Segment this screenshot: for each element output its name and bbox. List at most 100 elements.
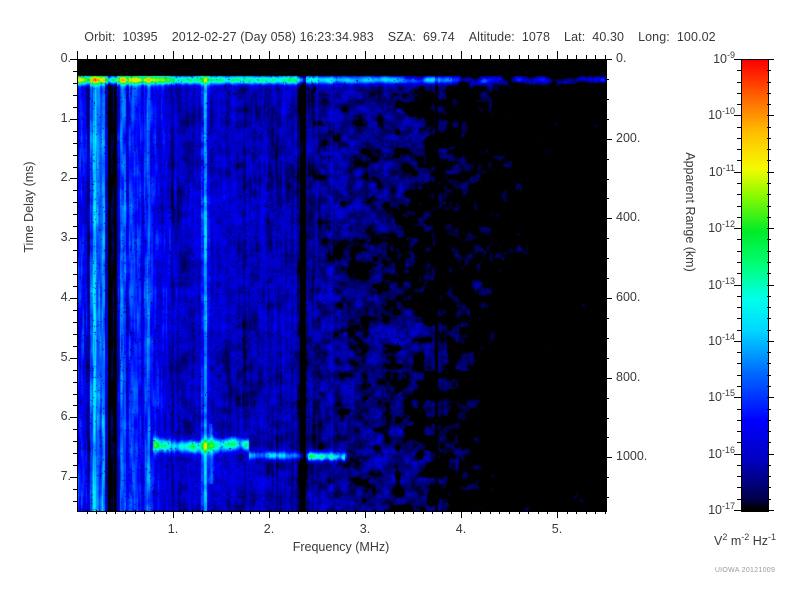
colorbar-major-tick-left xyxy=(734,172,741,173)
spectrogram-canvas xyxy=(78,60,606,511)
long-label: Long: xyxy=(638,30,670,44)
colorbar-minor-tick-left xyxy=(737,217,741,218)
colorbar-minor-tick-right xyxy=(767,431,771,432)
colorbar-minor-tick-right xyxy=(767,420,771,421)
x-top-tick xyxy=(384,55,385,59)
x-top-tick xyxy=(221,55,222,59)
colorbar-minor-tick-right xyxy=(767,363,771,364)
long-value: 100.02 xyxy=(676,30,716,44)
colorbar-units: V2 m-2 Hz-1 xyxy=(690,532,800,548)
unit-meters: m xyxy=(730,534,742,549)
x-top-tick xyxy=(106,55,107,59)
x-minor-tick xyxy=(336,510,337,514)
y-left-tick-label: 4. xyxy=(60,290,71,304)
x-top-tick xyxy=(336,55,337,59)
x-minor-tick xyxy=(183,510,184,514)
colorbar-minor-tick-right xyxy=(767,375,771,376)
x-top-tick xyxy=(471,55,472,59)
y-right-minor-tick xyxy=(605,79,609,80)
colorbar-label-mantissa: 10 xyxy=(713,52,727,67)
y-left-minor-tick xyxy=(73,143,77,144)
x-minor-tick xyxy=(96,510,97,514)
x-top-tick xyxy=(461,51,462,59)
x-major-tick xyxy=(365,510,366,518)
y-left-minor-tick xyxy=(73,202,77,203)
colorbar-minor-tick-right xyxy=(767,386,771,387)
sza-label: SZA: xyxy=(387,30,416,44)
x-minor-tick xyxy=(538,510,539,514)
y-right-minor-tick xyxy=(605,99,609,100)
x-minor-tick xyxy=(125,510,126,514)
y-left-minor-tick xyxy=(73,286,77,287)
y-left-minor-tick xyxy=(73,71,77,72)
y-left-major-tick xyxy=(70,417,77,418)
colorbar-minor-tick-right xyxy=(767,409,771,410)
x-major-tick xyxy=(461,510,462,518)
colorbar-minor-tick-right xyxy=(767,127,771,128)
y-right-minor-tick xyxy=(605,497,609,498)
x-top-tick xyxy=(163,55,164,59)
x-minor-tick xyxy=(240,510,241,514)
y-right-minor-tick xyxy=(605,159,609,160)
x-minor-tick xyxy=(471,510,472,514)
colorbar-minor-tick-left xyxy=(737,70,741,71)
colorbar-minor-tick-left xyxy=(737,318,741,319)
y-left-minor-tick xyxy=(73,370,77,371)
y-left-minor-tick xyxy=(73,394,77,395)
x-top-tick xyxy=(231,55,232,59)
x-minor-tick xyxy=(211,510,212,514)
colorbar-major-tick-right xyxy=(767,59,774,60)
x-top-tick xyxy=(432,55,433,59)
y-right-minor-tick xyxy=(605,278,609,279)
colorbar-tick-label: 10-16 xyxy=(689,445,735,461)
x-top-tick xyxy=(77,51,78,59)
x-top-tick xyxy=(499,55,500,59)
x-minor-tick xyxy=(298,510,299,514)
colorbar-minor-tick-left xyxy=(737,82,741,83)
y-left-minor-tick xyxy=(73,405,77,406)
colorbar-minor-tick-left xyxy=(737,93,741,94)
unit-volts-exponent: 2 xyxy=(722,532,728,542)
y-left-tick-label: 1. xyxy=(60,111,71,125)
credit-text: UIOWA 20121009 xyxy=(714,567,776,574)
lat-value: 40.30 xyxy=(592,30,625,44)
y-left-major-tick xyxy=(70,59,77,60)
x-minor-tick xyxy=(279,510,280,514)
x-tick-label: 1. xyxy=(167,522,179,536)
colorbar-minor-tick-left xyxy=(737,206,741,207)
x-top-tick xyxy=(519,55,520,59)
x-minor-tick xyxy=(87,510,88,514)
colorbar-minor-tick-left xyxy=(737,487,741,488)
y-right-minor-tick xyxy=(605,318,609,319)
x-top-tick xyxy=(279,55,280,59)
colorbar-minor-tick-left xyxy=(737,262,741,263)
y-left-minor-tick xyxy=(73,489,77,490)
colorbar-minor-tick-right xyxy=(767,318,771,319)
y-right-major-tick xyxy=(605,59,612,60)
colorbar-minor-tick-right xyxy=(767,138,771,139)
y-axis-title-right: Apparent Range (km) xyxy=(683,152,697,272)
x-top-tick xyxy=(375,55,376,59)
x-minor-tick xyxy=(423,510,424,514)
x-minor-tick xyxy=(595,510,596,514)
x-top-tick xyxy=(355,55,356,59)
y-left-major-tick xyxy=(70,238,77,239)
colorbar-minor-tick-right xyxy=(767,465,771,466)
colorbar-minor-tick-right xyxy=(767,194,771,195)
x-minor-tick xyxy=(288,510,289,514)
y-left-minor-tick xyxy=(73,190,77,191)
x-top-tick xyxy=(288,55,289,59)
x-top-tick xyxy=(307,55,308,59)
colorbar-major-tick-right xyxy=(767,285,774,286)
x-minor-tick xyxy=(432,510,433,514)
y-left-minor-tick xyxy=(73,453,77,454)
y-left-tick-label: 5. xyxy=(60,350,71,364)
x-minor-tick xyxy=(394,510,395,514)
x-minor-tick xyxy=(375,510,376,514)
colorbar-tick-label: 10-17 xyxy=(689,501,735,517)
colorbar-major-tick-left xyxy=(734,59,741,60)
colorbar-minor-tick-right xyxy=(767,352,771,353)
colorbar-minor-tick-left xyxy=(737,138,741,139)
x-minor-tick xyxy=(519,510,520,514)
colorbar-label-exponent: -15 xyxy=(721,388,735,398)
